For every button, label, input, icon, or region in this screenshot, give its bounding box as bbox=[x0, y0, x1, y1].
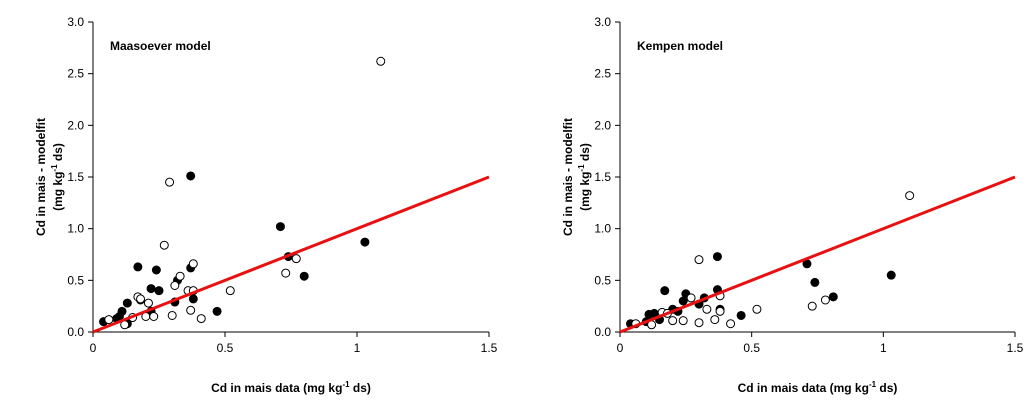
y-tick-label: 2.0 bbox=[594, 118, 611, 132]
x-tick-label: 1.5 bbox=[481, 341, 498, 355]
y-tick-label: 3.0 bbox=[67, 15, 84, 29]
label-part: Cd in mais data (mg kg bbox=[211, 381, 342, 395]
data-point bbox=[281, 268, 291, 278]
label-part: -1 bbox=[869, 380, 877, 389]
x-tick-label: 0 bbox=[617, 341, 624, 355]
y-tick-label: 2.5 bbox=[594, 67, 611, 81]
y-axis-label: Cd in mais - modelfit bbox=[561, 118, 575, 236]
data-point bbox=[376, 56, 386, 66]
data-point bbox=[151, 265, 161, 275]
y-tick-label: 2.5 bbox=[67, 67, 84, 81]
label-part: (mg kg bbox=[51, 172, 65, 211]
data-point bbox=[196, 314, 206, 324]
data-point bbox=[165, 177, 175, 187]
y-tick-label: 1.5 bbox=[594, 170, 611, 184]
data-point bbox=[702, 304, 712, 314]
data-point bbox=[149, 312, 159, 321]
data-point bbox=[678, 316, 688, 326]
label-part: ds) bbox=[51, 143, 65, 164]
data-point bbox=[117, 306, 127, 316]
data-point bbox=[133, 262, 143, 272]
label-part: (mg kg bbox=[578, 172, 592, 211]
data-point bbox=[715, 306, 725, 316]
data-point bbox=[186, 305, 196, 315]
data-point bbox=[167, 310, 177, 320]
data-point bbox=[275, 222, 285, 232]
data-point bbox=[710, 315, 720, 325]
label-part: ds) bbox=[350, 381, 371, 395]
y-tick-label: 2.0 bbox=[67, 118, 84, 132]
y-axis-label: Cd in mais - modelfit bbox=[34, 118, 48, 236]
y-tick-label: 3.0 bbox=[594, 15, 611, 29]
x-tick-label: 1 bbox=[880, 341, 887, 355]
data-point bbox=[159, 240, 169, 250]
data-point bbox=[188, 259, 198, 269]
data-point bbox=[212, 306, 222, 316]
data-point bbox=[225, 286, 235, 296]
data-point bbox=[828, 292, 838, 302]
data-point bbox=[360, 237, 370, 247]
data-point bbox=[726, 319, 736, 329]
data-point bbox=[104, 315, 114, 325]
y-tick-label: 0.0 bbox=[594, 325, 611, 339]
x-tick-label: 0.5 bbox=[743, 341, 760, 355]
data-point bbox=[175, 271, 185, 281]
data-point bbox=[299, 271, 309, 281]
data-point bbox=[186, 171, 196, 181]
chart-title: Kempen model bbox=[637, 39, 723, 53]
data-point bbox=[810, 277, 820, 287]
label-part: Cd in mais data (mg kg bbox=[738, 381, 869, 395]
y-axis-label: (mg kg-1 ds) bbox=[577, 143, 592, 211]
data-point bbox=[694, 318, 704, 328]
x-tick-label: 0.5 bbox=[217, 341, 234, 355]
data-point bbox=[136, 294, 146, 304]
data-point bbox=[905, 191, 915, 201]
label-part: ds) bbox=[876, 381, 897, 395]
label-part: -1 bbox=[577, 164, 586, 172]
label-part: -1 bbox=[50, 164, 59, 172]
x-axis-label: Cd in mais data (mg kg-1 ds) bbox=[738, 380, 898, 395]
fit-line bbox=[619, 175, 1016, 334]
data-point bbox=[694, 255, 704, 265]
data-point bbox=[122, 298, 132, 308]
data-point bbox=[188, 294, 198, 304]
x-axis-label: Cd in mais data (mg kg-1 ds) bbox=[211, 380, 371, 395]
data-point bbox=[736, 310, 746, 320]
data-point bbox=[154, 286, 164, 296]
data-point bbox=[143, 298, 153, 308]
y-tick-label: 0.5 bbox=[67, 273, 84, 287]
fit-line bbox=[92, 175, 490, 334]
data-point bbox=[170, 281, 180, 290]
data-point bbox=[660, 286, 670, 296]
data-point bbox=[752, 304, 762, 314]
label-part: ds) bbox=[578, 143, 592, 164]
data-point bbox=[886, 270, 896, 280]
data-point bbox=[146, 284, 156, 294]
data-point bbox=[820, 295, 830, 305]
y-axis-label: (mg kg-1 ds) bbox=[50, 143, 65, 211]
data-point bbox=[712, 252, 722, 262]
x-tick-label: 0 bbox=[90, 341, 97, 355]
y-tick-label: 0.5 bbox=[594, 273, 611, 287]
data-point bbox=[686, 293, 696, 303]
label-part: -1 bbox=[342, 380, 350, 389]
data-point bbox=[668, 316, 678, 326]
x-tick-label: 1.5 bbox=[1007, 341, 1024, 355]
y-tick-label: 1.5 bbox=[67, 170, 84, 184]
y-tick-label: 1.0 bbox=[67, 222, 84, 236]
x-tick-label: 1 bbox=[354, 341, 361, 355]
data-point bbox=[291, 254, 301, 264]
y-tick-label: 0.0 bbox=[67, 325, 84, 339]
chart-title: Maasoever model bbox=[110, 39, 211, 53]
data-point bbox=[807, 301, 817, 311]
y-tick-label: 1.0 bbox=[594, 222, 611, 236]
